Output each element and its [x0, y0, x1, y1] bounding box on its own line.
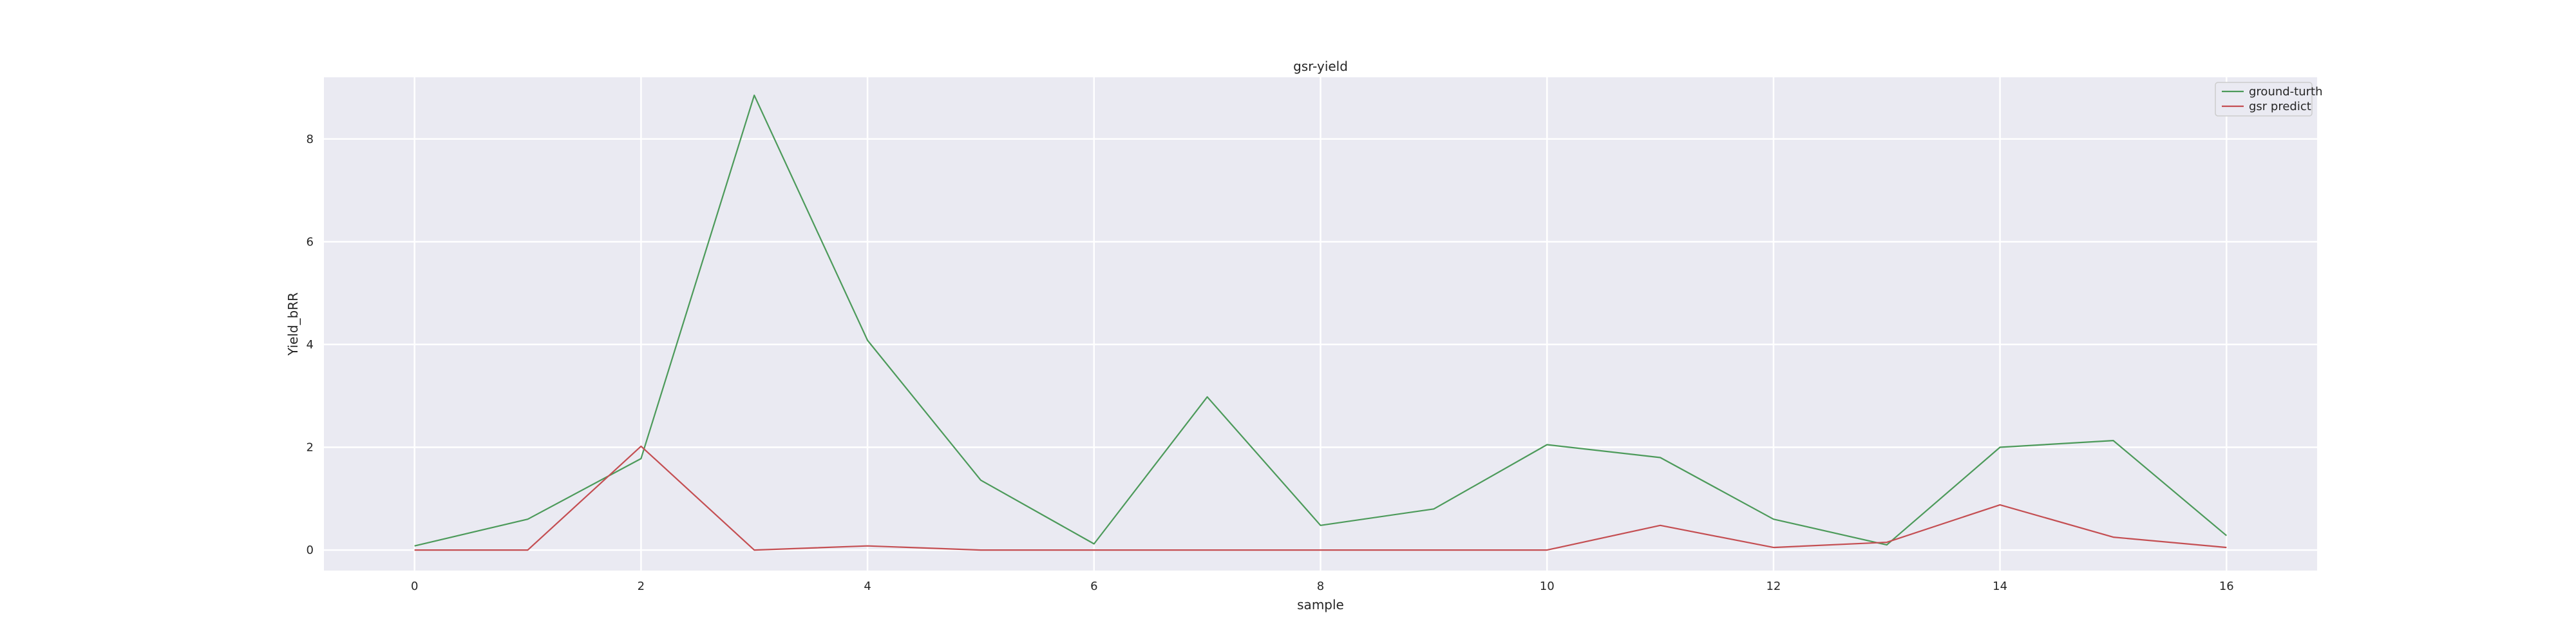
legend-label: gsr predict	[2249, 100, 2311, 113]
x-tick-label: 6	[1090, 580, 1097, 593]
y-tick-label: 4	[307, 338, 314, 352]
x-tick-label: 10	[1540, 580, 1555, 593]
x-tick-label: 14	[1993, 580, 2007, 593]
x-tick-label: 2	[638, 580, 645, 593]
x-tick-label: 12	[1766, 580, 1781, 593]
y-tick-label: 2	[307, 441, 314, 455]
x-axis-label: sample	[1297, 597, 1344, 612]
legend-label: ground-turth	[2249, 85, 2323, 99]
chart-title: gsr-yield	[1293, 59, 1348, 74]
tick-labels: 0 2 4 6 8 10 12 14 16 0 2 4 6 8	[307, 133, 2234, 593]
x-tick-label: 0	[411, 580, 418, 593]
x-tick-label: 8	[1317, 580, 1324, 593]
y-tick-label: 8	[307, 133, 314, 146]
x-tick-label: 16	[2219, 580, 2234, 593]
y-tick-label: 6	[307, 235, 314, 249]
series-line-ground-turth	[414, 94, 2228, 547]
y-axis-label: Yield_bRR	[285, 292, 301, 356]
x-tick-label: 4	[864, 580, 871, 593]
y-tick-label: 0	[307, 544, 314, 557]
series-line-gsr-predict	[414, 445, 2227, 551]
series-group	[414, 94, 2228, 551]
